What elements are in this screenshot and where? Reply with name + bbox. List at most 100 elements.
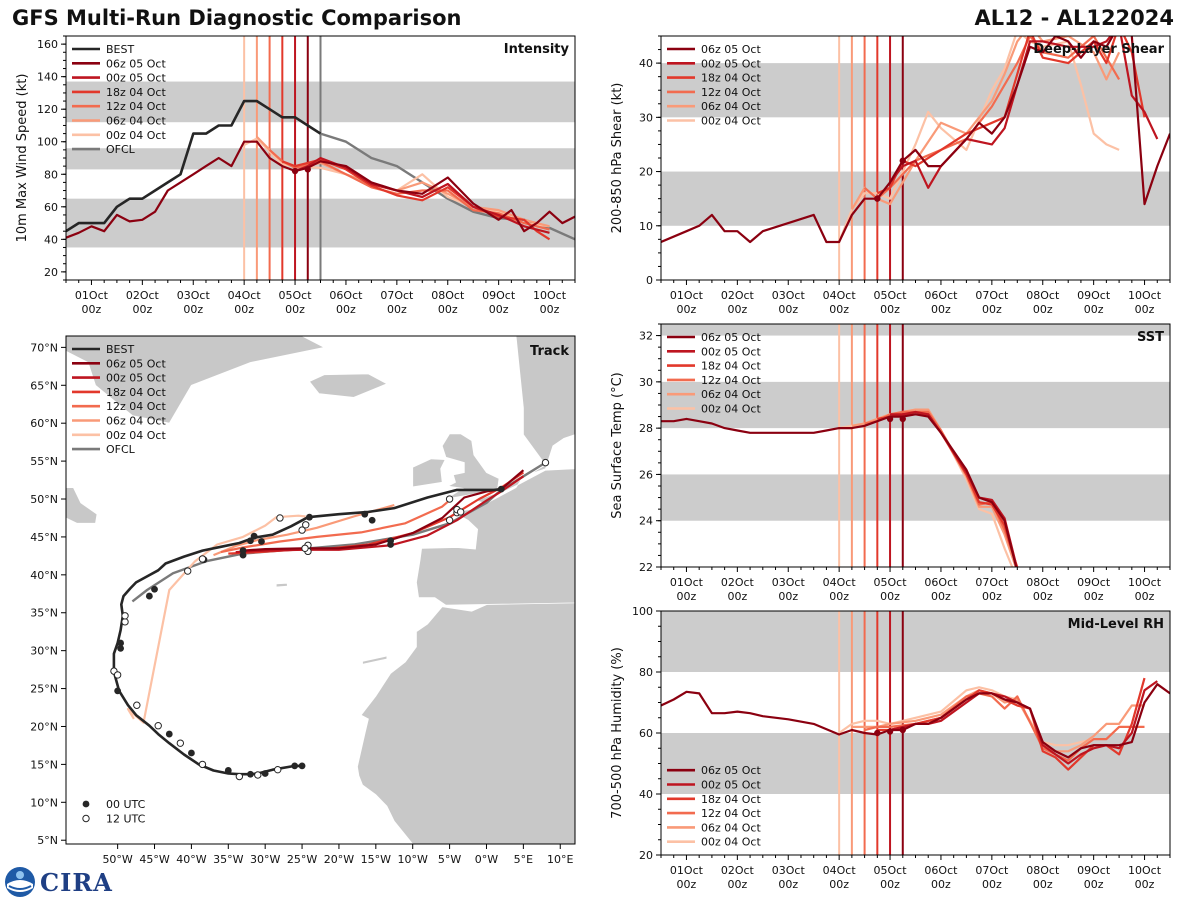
track-legend-label: 06z 05 Oct <box>106 357 166 370</box>
track-marker-00utc <box>117 644 124 652</box>
intensity-xtick-label: 00z <box>489 303 509 316</box>
track-ytick-label: 60°N <box>30 417 58 430</box>
rh-ytick-label: 80 <box>639 666 653 679</box>
marker-legend-12utc-symbol <box>82 814 90 823</box>
sst-ylabel: Sea Surface Temp (°C) <box>610 372 625 519</box>
intensity-xtick-label: 00z <box>234 303 254 316</box>
shear-xtick-label: 04Oct <box>823 289 857 302</box>
track-12z-04-oct <box>220 498 452 554</box>
land-azores <box>275 582 288 588</box>
track-marker-00utc <box>261 770 269 777</box>
shear-xtick-label: 00z <box>1084 303 1104 316</box>
intensity-plot-area <box>66 36 575 280</box>
sst-marker-1 <box>899 415 906 423</box>
track-ytick-label: 20°N <box>30 720 58 733</box>
intensity-legend-label: 06z 05 Oct <box>106 57 166 70</box>
sst-xtick-label: 04Oct <box>823 576 857 589</box>
track-marker-12utc <box>541 458 550 467</box>
shear-ytick-label: 40 <box>639 57 653 70</box>
rh-marker-0 <box>874 729 881 737</box>
track-xtick-label: 5°W <box>438 853 461 866</box>
intensity-ytick-label: 40 <box>44 233 58 246</box>
track-marker-00utc <box>368 516 376 524</box>
shear-ytick-label: 30 <box>639 111 653 124</box>
track-ytick-label: 10°N <box>30 796 58 809</box>
track-marker-00utc <box>291 762 299 770</box>
track-marker-00utc <box>247 537 254 545</box>
track-marker-12utc <box>445 495 454 503</box>
shear-legend-label: 06z 05 Oct <box>701 43 761 56</box>
intensity-ylabel: 10m Max Wind Speed (kt) <box>15 74 30 243</box>
track-ytick-label: 70°N <box>30 341 58 354</box>
shear-xtick-label: 00z <box>931 303 951 316</box>
shear-ylabel: 200-850 hPa Shear (kt) <box>610 83 625 234</box>
intensity-xtick-label: 04Oct <box>228 289 262 302</box>
rh-xtick-label: 02Oct <box>721 864 755 877</box>
noaa-seal-icon <box>5 867 35 897</box>
shear-series-06z-05-oct <box>661 36 1170 244</box>
rh-xtick-label: 01Oct <box>670 864 704 877</box>
figure-title: GFS Multi-Run Diagnostic Comparison <box>12 6 462 30</box>
track-marker-12utc <box>276 514 284 522</box>
sst-panel: 22242628303201Oct00z02Oct00z03Oct00z04Oc… <box>610 323 1171 603</box>
track-marker-12utc <box>113 671 122 679</box>
rh-plot-area <box>661 611 1170 855</box>
rh-marker-1 <box>886 728 894 735</box>
track-marker-12utc <box>302 521 310 529</box>
cira-logo-text: CIRA <box>40 867 113 897</box>
track-plot-area <box>66 336 575 844</box>
sst-xtick-label: 08Oct <box>1026 576 1060 589</box>
rh-xtick-label: 10Oct <box>1128 864 1162 877</box>
intensity-ytick-label: 20 <box>44 266 58 279</box>
shear-band-0 <box>661 171 1170 226</box>
shear-xtick-label: 00z <box>1135 303 1155 316</box>
sst-plot-area <box>661 324 1170 567</box>
track-xtick-label: 10°W <box>398 853 428 866</box>
land-africa <box>356 594 575 844</box>
intensity-xtick-label: 08Oct <box>431 289 465 302</box>
intensity-series-12z-04-oct <box>268 149 550 231</box>
rh-legend-label: 12z 04 Oct <box>701 807 761 820</box>
track-marker-12utc <box>184 567 192 575</box>
land-canaries <box>362 655 388 665</box>
sst-ytick-label: 26 <box>639 468 653 481</box>
storm-id-title: AL12 - AL122024 <box>974 6 1175 30</box>
track-legend-label: 00z 04 Oct <box>106 429 166 442</box>
intensity-series-best <box>66 99 322 233</box>
shear-series-18z-04-oct <box>876 36 1146 195</box>
intensity-xtick-label: 00z <box>336 303 356 316</box>
intensity-marker-1 <box>304 166 311 173</box>
sst-band-2 <box>661 324 1170 336</box>
shear-ytick-label: 10 <box>639 220 653 233</box>
sst-legend-label: 06z 04 Oct <box>701 388 761 401</box>
rh-xtick-label: 05Oct <box>874 864 908 877</box>
sst-xtick-label: 00z <box>1084 590 1104 603</box>
track-marker-12utc <box>154 722 162 730</box>
marker-legend-00utc-symbol <box>82 800 90 808</box>
intensity-series-06z-05-oct <box>66 140 575 239</box>
intensity-ytick-label: 160 <box>37 38 58 51</box>
shear-xtick-label: 06Oct <box>924 289 958 302</box>
land-great-britain <box>441 433 500 500</box>
intensity-series-18z-04-oct <box>281 158 551 241</box>
track-marker-12utc <box>235 772 244 781</box>
track-ytick-label: 35°N <box>30 607 58 620</box>
sst-xtick-label: 05Oct <box>874 576 908 589</box>
shear-xtick-label: 00z <box>982 303 1002 316</box>
rh-ytick-label: 100 <box>632 605 653 618</box>
rh-xtick-label: 07Oct <box>975 864 1009 877</box>
shear-xtick-label: 10Oct <box>1128 289 1162 302</box>
intensity-xtick-label: 00z <box>132 303 152 316</box>
intensity-xtick-label: 00z <box>183 303 203 316</box>
shear-legend-label: 00z 04 Oct <box>701 115 761 128</box>
rh-ytick-label: 60 <box>639 727 653 740</box>
intensity-ytick-label: 100 <box>37 136 58 149</box>
rh-xtick-label: 08Oct <box>1026 864 1060 877</box>
track-xtick-label: 10°E <box>547 853 573 866</box>
intensity-ytick-label: 140 <box>37 71 58 84</box>
intensity-xtick-label: 09Oct <box>482 289 516 302</box>
intensity-legend-label: 00z 05 Oct <box>106 72 166 85</box>
shear-xtick-label: 00z <box>1033 303 1053 316</box>
